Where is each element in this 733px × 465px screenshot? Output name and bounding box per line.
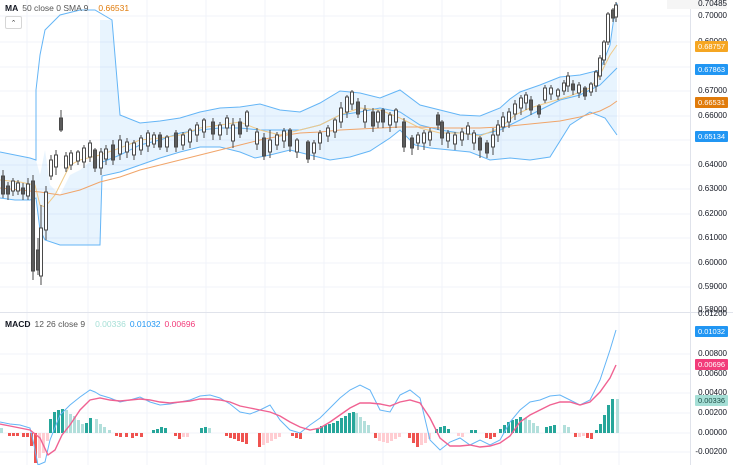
macd-axis-tick: 0.01200: [698, 309, 727, 318]
macd-signal-line: [0, 364, 617, 457]
axis-tick: 0.64000: [698, 160, 727, 169]
macd-axis-tick: 0.00600: [698, 369, 727, 378]
macd-name: MACD: [5, 319, 31, 329]
macd-line-badge: 0.01032: [695, 326, 728, 337]
axis-tick: 0.66000: [698, 111, 727, 120]
macd-signal-value: 0.00696: [164, 319, 196, 329]
macd-axis-tick: 0.00200: [698, 408, 727, 417]
bb-lower-price-badge: 0.65134: [695, 131, 728, 142]
axis-tick: 0.62000: [698, 209, 727, 218]
axis-tick: 0.67000: [698, 86, 727, 95]
indicator-value: 0.66531: [98, 3, 130, 13]
axis-tick: 0.63000: [698, 184, 727, 193]
sma9-price-badge: 0.68757: [695, 41, 728, 52]
indicator-params: 50 close 0 SMA 9: [22, 3, 89, 13]
macd-signal-badge: 0.00696: [695, 359, 728, 370]
macd-line: [0, 329, 617, 465]
axis-tick: 0.58000: [698, 305, 727, 314]
macd-axis-tick: 0.00800: [698, 349, 727, 358]
grid-macd: [0, 313, 690, 465]
axis-tick: 0.61000: [698, 233, 727, 242]
bollinger-upper-line: [0, 2, 618, 161]
indicator-name: MA: [5, 3, 19, 13]
collapse-legend-button[interactable]: ⌃: [5, 16, 22, 29]
ma50-price-badge: 0.66531: [695, 97, 728, 108]
macd-axis-tick: 0.00400: [698, 388, 727, 397]
macd-axis-tick: 0.00000: [698, 428, 727, 437]
axis-tick: 0.59000: [698, 282, 727, 291]
bollinger-basis-line: [99, 67, 618, 164]
chevron-up-icon: ⌃: [10, 19, 17, 27]
candlesticks: [1, 2, 618, 285]
macd-legend[interactable]: MACD 12 26 close 9 0.00336 0.01032 0.006…: [5, 319, 195, 329]
axis-tick: 0.70000: [698, 11, 727, 20]
macd-hist-value: 0.00336: [95, 319, 126, 329]
macd-histogram: [0, 399, 619, 463]
macd-axis-tick: -0.00200: [695, 447, 727, 456]
axis-high-label: 0.70485: [667, 0, 727, 9]
axis-tick: 0.60000: [698, 258, 727, 267]
macd-params: 12 26 close 9: [34, 319, 86, 329]
bb-upper-price-badge: 0.67863: [695, 64, 728, 75]
macd-line-value: 0.01032: [129, 319, 161, 329]
ma-legend[interactable]: MA 50 close 0 SMA 9 0.66531: [5, 3, 129, 13]
bollinger-band-fill: [0, 0, 617, 245]
macd-hist-badge: 0.00336: [695, 395, 728, 406]
